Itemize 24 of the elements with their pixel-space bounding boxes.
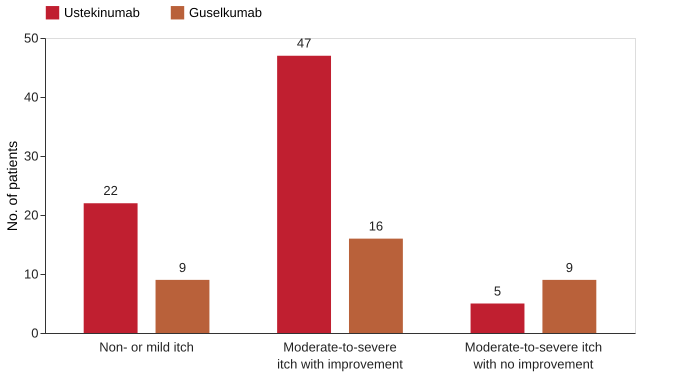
data-label: 9 xyxy=(566,260,573,275)
y-tick-label: 20 xyxy=(24,208,38,222)
legend-label: Ustekinumab xyxy=(64,4,140,20)
data-label: 16 xyxy=(368,218,384,234)
y-tick-label: 10 xyxy=(24,266,38,282)
bar xyxy=(277,56,332,333)
x-tick-label: Moderate-to-severe itch with improvement xyxy=(277,340,404,372)
bar xyxy=(470,304,524,333)
data-label: 5 xyxy=(494,284,502,298)
bar xyxy=(542,280,596,333)
y-tick-label: 40 xyxy=(24,90,38,104)
bar xyxy=(84,203,138,333)
data-label: 47 xyxy=(296,36,312,51)
y-axis-title: No. of patients xyxy=(4,140,20,232)
y-tick-label: 50 xyxy=(24,30,38,46)
y-tick-label: 30 xyxy=(24,148,38,164)
data-label: 22 xyxy=(103,183,118,198)
x-tick-label: Moderate-to-severe itch with no improvement xyxy=(464,340,602,372)
bar xyxy=(348,238,403,333)
bar xyxy=(156,280,210,333)
x-tick-label: Non- or mild itch xyxy=(99,340,194,354)
y-tick-label: 0 xyxy=(31,326,38,340)
legend-label: Guselkumab xyxy=(189,4,262,20)
data-label: 9 xyxy=(178,260,186,275)
